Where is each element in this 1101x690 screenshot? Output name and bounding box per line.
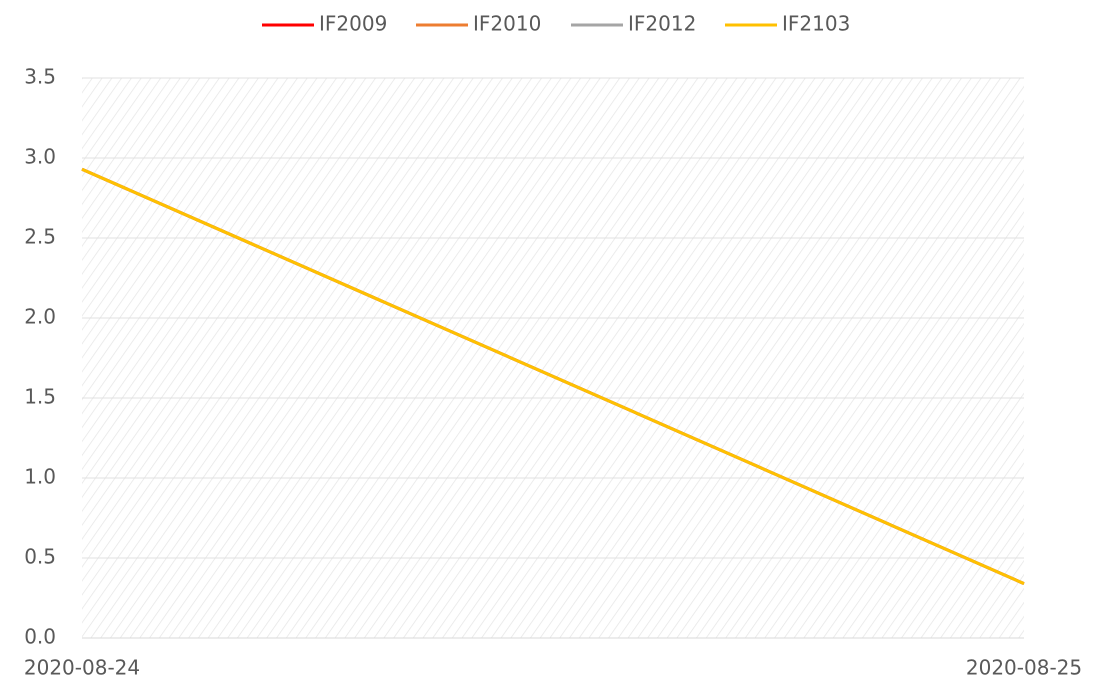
x-tick-label: 2020-08-24 xyxy=(24,656,140,680)
y-tick-label: 3.5 xyxy=(24,65,56,89)
x-tick-label: 2020-08-25 xyxy=(966,656,1082,680)
y-tick-label: 1.5 xyxy=(24,385,56,409)
y-tick-label: 2.5 xyxy=(24,225,56,249)
legend-label: IF2009 xyxy=(319,12,387,36)
series-line xyxy=(81,167,1025,585)
y-tick-label: 2.0 xyxy=(24,305,56,329)
legend-label: IF2103 xyxy=(782,12,850,36)
legend-label: IF2010 xyxy=(473,12,541,36)
legend-label: IF2012 xyxy=(628,12,696,36)
y-tick-label: 1.0 xyxy=(24,465,56,489)
y-tick-label: 0.0 xyxy=(24,625,56,649)
y-tick-label: 0.5 xyxy=(24,545,56,569)
y-tick-label: 3.0 xyxy=(24,145,56,169)
plot-area xyxy=(82,78,1024,638)
